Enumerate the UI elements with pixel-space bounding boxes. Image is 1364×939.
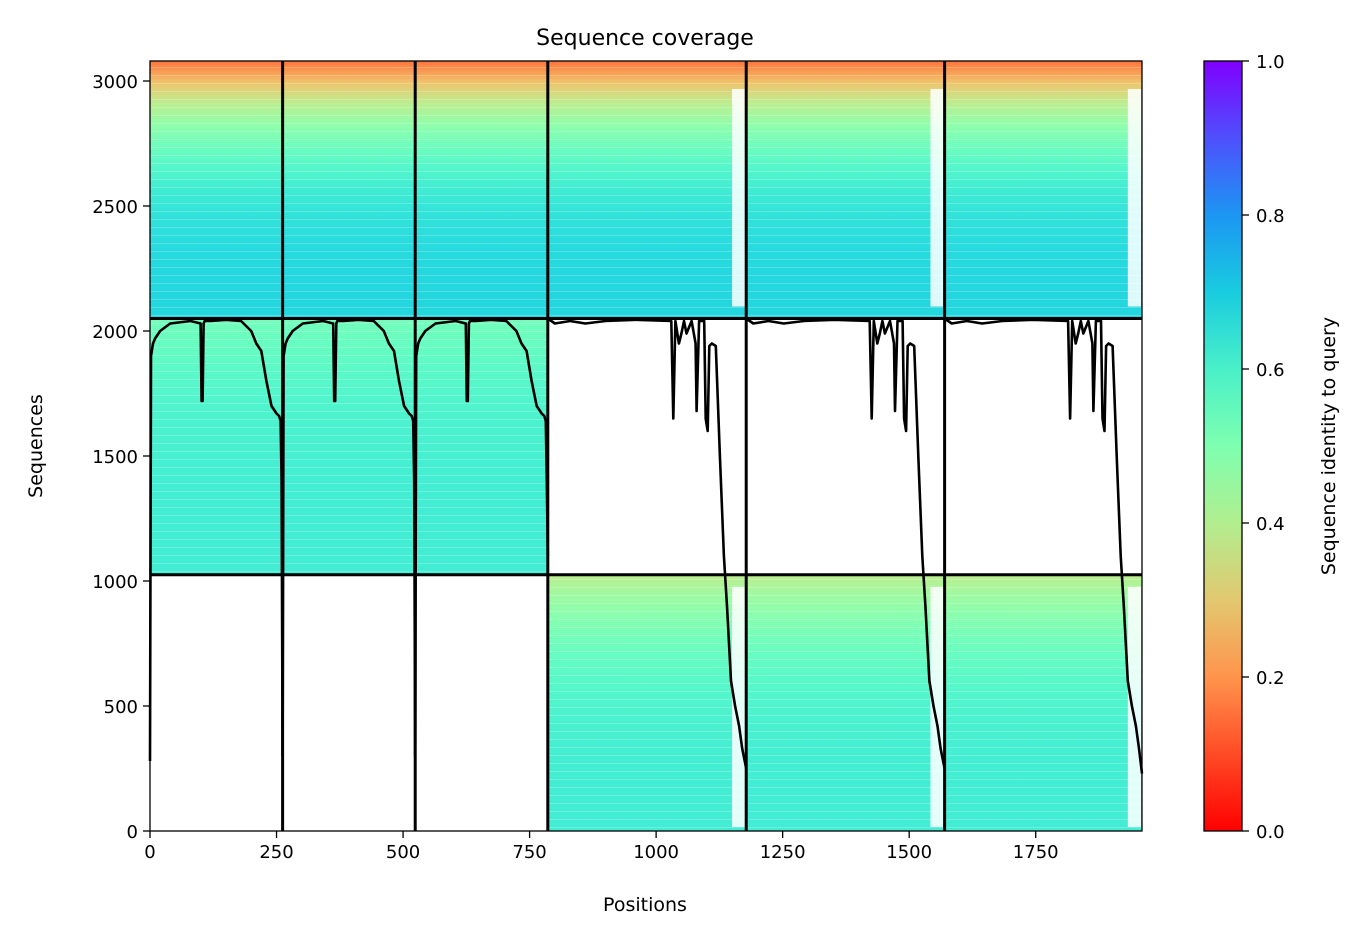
coverage-line-chain-2 <box>413 318 550 757</box>
x-tick-label: 1000 <box>633 842 679 863</box>
x-tick-label: 1250 <box>760 842 806 863</box>
msa-block-texture <box>547 61 747 319</box>
msa-block-texture <box>746 574 945 831</box>
colorbar-label: Sequence identity to query <box>1318 317 1340 575</box>
x-tick-label: 750 <box>512 842 546 863</box>
msa-gap <box>930 586 944 827</box>
x-axis-label: Positions <box>603 894 687 916</box>
plot-area: 0 250 500 750 1000 1250 1500 1750 0 500 1000 1500 20… <box>92 60 1144 863</box>
msa-block-texture <box>150 61 283 319</box>
msa-gap <box>732 89 746 307</box>
msa-block-texture <box>547 574 747 831</box>
msa-block-texture <box>282 318 416 575</box>
msa-gap <box>930 89 944 307</box>
msa-block-texture <box>282 61 416 319</box>
msa-block-texture <box>944 574 1142 831</box>
x-tick-label: 0 <box>144 842 155 863</box>
y-tick-label: 2500 <box>92 197 138 218</box>
coverage-line-chain-1 <box>281 318 417 757</box>
msa-gap <box>1127 586 1141 827</box>
msa-gap <box>1127 89 1141 307</box>
msa-block-texture <box>415 61 548 319</box>
colorbar: 0.0 0.2 0.4 0.6 0.8 1.0 <box>1203 52 1285 843</box>
msa-block-texture <box>944 61 1142 319</box>
coverage-line-chain-0 <box>148 318 284 762</box>
colorbar-tick-label: 0.6 <box>1256 360 1285 381</box>
colorbar-frame <box>1203 60 1243 832</box>
msa-block-texture <box>150 318 283 575</box>
plot-frame <box>149 60 1143 832</box>
y-tick-label: 0 <box>127 822 138 843</box>
x-tick-label: 1750 <box>1013 842 1059 863</box>
colorbar-gradient <box>1204 61 1242 831</box>
y-axis-label: Sequences <box>25 394 47 498</box>
y-tick-label: 2000 <box>92 322 138 343</box>
y-tick-label: 1000 <box>92 572 138 593</box>
x-tick-label: 1500 <box>886 842 932 863</box>
colorbar-tick-label: 1.0 <box>1256 52 1285 73</box>
x-tick-label: 250 <box>259 842 293 863</box>
colorbar-tick-label: 0.8 <box>1256 206 1285 227</box>
colorbar-tick-label: 0.0 <box>1256 822 1285 843</box>
colorbar-tick-label: 0.2 <box>1256 668 1285 689</box>
y-tick-label: 3000 <box>92 72 138 93</box>
x-tick-label: 500 <box>386 842 420 863</box>
chart-title: Sequence coverage <box>536 26 754 51</box>
colorbar-tick-label: 0.4 <box>1256 514 1285 535</box>
y-tick-label: 500 <box>104 697 138 718</box>
msa-block-texture <box>746 61 945 319</box>
msa-gap <box>732 586 746 827</box>
y-tick-label: 1500 <box>92 447 138 468</box>
msa-block-texture <box>415 318 548 575</box>
